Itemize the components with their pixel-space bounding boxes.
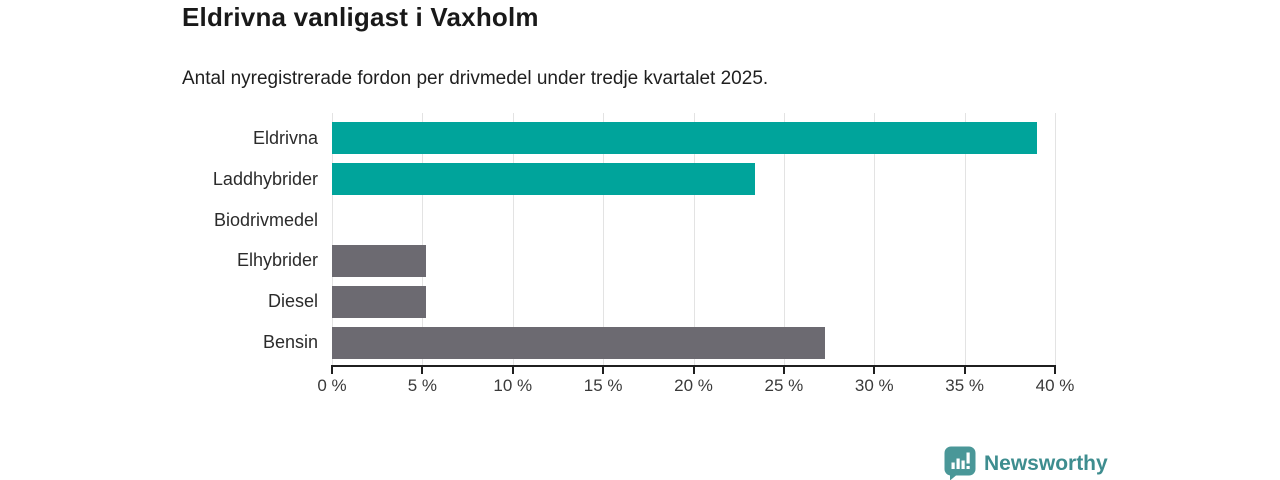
bar bbox=[332, 326, 826, 359]
tick-mark bbox=[1054, 365, 1056, 374]
tick-mark bbox=[602, 365, 605, 374]
tick-label: 40 % bbox=[1035, 376, 1075, 395]
chart-row: Diesel bbox=[268, 281, 1055, 322]
tick-label: 35 % bbox=[945, 376, 984, 395]
newsworthy-logo: Newsworthy bbox=[944, 446, 1108, 480]
category-label: Diesel bbox=[267, 291, 318, 312]
newsworthy-wordmark: Newsworthy bbox=[984, 452, 1108, 475]
tick-mark bbox=[873, 365, 876, 374]
tick-mark bbox=[421, 365, 424, 374]
bar bbox=[332, 244, 426, 277]
chart-row: Laddhybrider bbox=[213, 159, 1055, 200]
gridline bbox=[422, 113, 424, 365]
tick-mark bbox=[511, 365, 514, 374]
tick-label: 20 % bbox=[674, 376, 713, 395]
chart-row: Biodrivmedel bbox=[214, 200, 1055, 241]
tick-label: 25 % bbox=[764, 376, 804, 395]
tick-mark bbox=[692, 365, 695, 374]
gridline bbox=[512, 113, 514, 365]
tick-label: 15 % bbox=[583, 376, 623, 395]
tick-label: 30 % bbox=[854, 376, 894, 395]
plot-area: Eldrivna Laddhybrider Biodrivmedel Elhybrid… bbox=[213, 113, 1056, 365]
bar bbox=[332, 122, 1037, 155]
category-label: Bensin bbox=[262, 332, 318, 353]
gridline bbox=[874, 113, 876, 365]
gridline bbox=[693, 113, 695, 365]
bar bbox=[332, 285, 426, 318]
x-axis-ticks: 0 % 5 % 10 % 15 % 20 % 25 % 30 % 35 % 40 % bbox=[317, 365, 1074, 397]
gridline bbox=[964, 113, 966, 365]
category-label: Laddhybrider bbox=[212, 168, 318, 189]
chart-row: Elhybrider bbox=[237, 240, 1055, 281]
category-label: Elhybrider bbox=[236, 250, 318, 271]
newsworthy-bar-chart-speech-bubble-icon bbox=[944, 446, 976, 480]
category-label: Eldrivna bbox=[252, 127, 318, 148]
gridline bbox=[603, 113, 605, 365]
tick-label: 5 % bbox=[407, 376, 438, 395]
bar bbox=[332, 163, 755, 196]
tick-label: 10 % bbox=[493, 376, 533, 395]
gridline bbox=[1055, 113, 1056, 365]
chart-rows: Eldrivna Laddhybrider Biodrivmedel Elhybrid… bbox=[213, 118, 1055, 363]
chart-subtitle: Antal nyregistrerade fordon per drivmede… bbox=[182, 68, 769, 89]
chart-row: Eldrivna bbox=[253, 118, 1055, 159]
category-label: Biodrivmedel bbox=[213, 209, 318, 230]
tick-label: 0 % bbox=[317, 376, 347, 395]
tick-mark bbox=[331, 365, 333, 374]
gridline bbox=[332, 113, 333, 365]
chart-row: Bensin bbox=[263, 322, 1055, 363]
chart-title: Eldrivna vanligast i Vaxholm bbox=[182, 2, 539, 32]
gridline bbox=[783, 113, 785, 365]
tick-mark bbox=[782, 365, 785, 374]
tick-mark bbox=[963, 365, 966, 374]
